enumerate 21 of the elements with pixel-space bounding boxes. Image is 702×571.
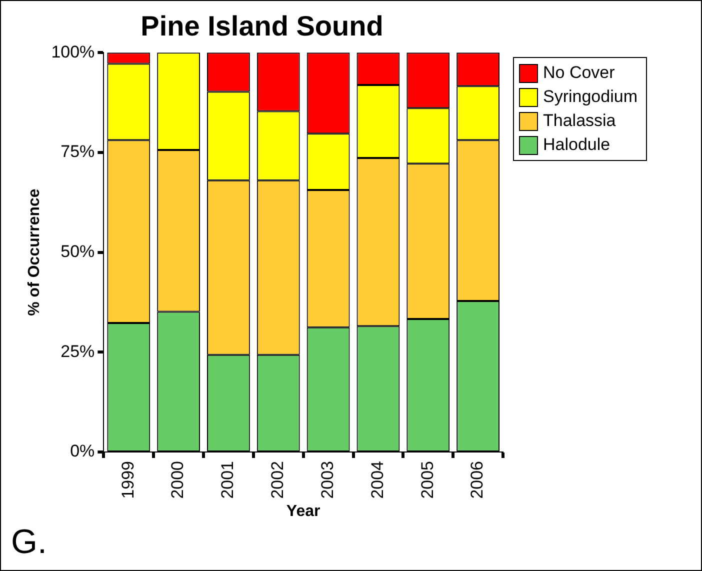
y-tick-label: 25% [60, 342, 95, 361]
y-tick-label: 75% [60, 142, 95, 162]
x-tick-label: 2001 [218, 460, 238, 499]
x-tick-label: 2003 [318, 460, 337, 499]
legend-label: Halodule [543, 135, 610, 155]
x-axis-title: Year [286, 502, 320, 520]
x-tick-label: 1999 [118, 460, 138, 499]
y-tick-label: 0% [70, 442, 95, 461]
legend-label: Thalassia [543, 111, 616, 131]
y-axis-title: % of Occurrence [26, 188, 44, 316]
y-tick-label: 50% [60, 242, 95, 261]
x-tick-label: 2006 [468, 460, 487, 499]
legend-label: Syringodium [543, 87, 638, 107]
legend-label: No Cover [543, 63, 615, 83]
x-tick-label: 2004 [368, 460, 387, 499]
x-tick-label: 2005 [418, 460, 437, 499]
chart-title: Pine Island Sound [140, 10, 384, 42]
x-tick-label: 2002 [268, 460, 288, 499]
y-tick-label: 100% [51, 42, 95, 62]
text: G. [11, 523, 47, 562]
x-tick-label: 2000 [168, 460, 188, 499]
